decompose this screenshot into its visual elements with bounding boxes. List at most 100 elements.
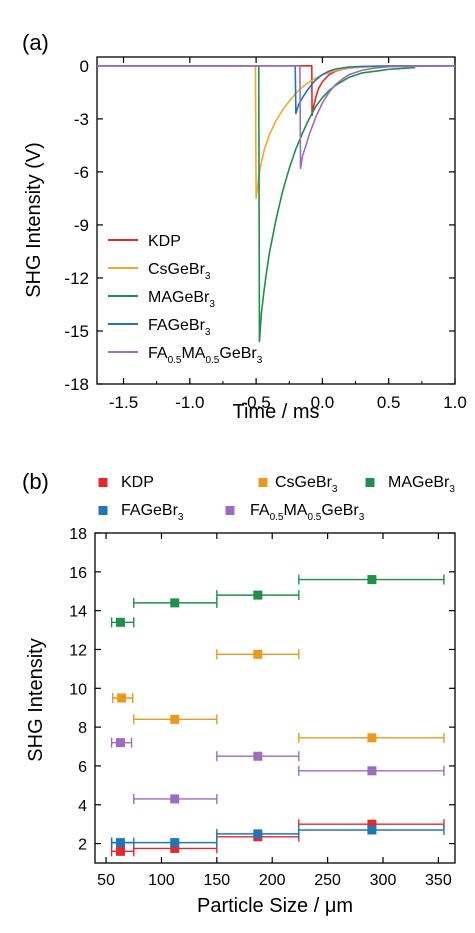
panel-b-data-point: [367, 575, 377, 585]
panel-b-data-point: [367, 733, 377, 743]
panel-a-legend-label-part: MAGeBr: [148, 289, 210, 306]
panel-b-y-tick-label: 6: [78, 759, 87, 776]
panel-b-y-tick-label: 4: [78, 798, 87, 815]
panel-a-ticks: -1.5 -1.0 -0.5 0.0 0.5 1.0 0 -3 -6 -9 -12 -15 -18: [64, 57, 466, 412]
panel-b-y-axis-label: SHG Intensity: [25, 638, 47, 761]
panel-a-plot-frame: [96, 56, 456, 385]
panel-a-x-tick-label: 1.0: [443, 393, 467, 412]
panel-a: (a) -1.5 -1.0 -0.5 0.0 0.5 1.00-3-6-9-12-15-1…: [22, 30, 467, 423]
panel-a-label: (a): [22, 30, 49, 55]
panel-b-legend-label: CsGeBr3: [275, 474, 338, 495]
panel-b-legend-swatch: [225, 506, 235, 515]
panel-a-y-tick-label: -18: [64, 375, 89, 394]
panel-b-legend-label-part: 3: [332, 484, 338, 495]
panel-b-x-axis-label: Particle Size / μm: [197, 895, 353, 917]
panel-b-legend-label-part: FAGeBr: [121, 502, 179, 519]
panel-b-legend-label: KDP: [121, 474, 154, 491]
panel-b-legend-label-part: 0.5: [270, 512, 284, 523]
panel-b-data-point: [367, 825, 377, 835]
panel-b-y-tick-label: 16: [69, 565, 87, 582]
panel-b-data-point: [170, 714, 180, 724]
panel-b-y-tick-label: 8: [78, 720, 87, 737]
panel-b-legend-label-part: 0.5: [307, 512, 321, 523]
panel-a-legend-label-part: FA: [148, 345, 168, 362]
panel-b-legend-label-part: FA: [250, 502, 270, 519]
panel-a-legend-label-part: GeBr: [219, 345, 257, 362]
panel-b-legend-swatch: [258, 478, 268, 487]
panel-a-legend-label-part: 0.5: [205, 355, 219, 366]
panel-a-legend-label-part: 0.5: [168, 355, 182, 366]
panel-b-data-point: [170, 794, 180, 804]
panel-b-x-axis-label-part: m: [336, 895, 353, 917]
panel-a-legend-label-part: FAGeBr: [148, 317, 206, 334]
panel-b-y-tick-label: 18: [69, 526, 87, 543]
panel-a-legend-label-part: CsGeBr: [148, 261, 206, 278]
panel-b-data-point: [115, 738, 125, 748]
panel-a-y-tick-label: -9: [74, 216, 89, 235]
panel-a-legend-label-part: KDP: [148, 233, 181, 250]
panel-b-legend-label: FAGeBr3: [121, 502, 184, 523]
panel-b-x-tick-label: 300: [370, 872, 397, 889]
panel-a-legend-label-part: 3: [205, 327, 211, 338]
panel-b-x-tick-label: 50: [97, 872, 115, 889]
panel-a-x-axis-label: Time / ms: [232, 401, 319, 423]
panel-b-legend-label-part: 3: [449, 484, 455, 495]
panel-b-data-point: [115, 617, 125, 627]
panel-b-data-point: [170, 598, 180, 608]
panel-a-legend-label: MAGeBr3: [148, 289, 215, 310]
panel-b-legend-swatch: [365, 478, 375, 487]
panel-b-legend-label: MAGeBr3: [388, 474, 455, 495]
panel-a-series-line: [97, 65, 456, 117]
panel-a-series-line: [97, 65, 456, 200]
panel-b-legend-swatch: [98, 506, 108, 515]
panel-b-x-tick-label: 250: [314, 872, 341, 889]
panel-a-y-tick-label: -6: [74, 163, 89, 182]
panel-b-y-tick-label: 2: [78, 837, 87, 854]
panel-a-legend-label: KDP: [148, 233, 181, 250]
panel-a-legend-label: FA0.5MA0.5GeBr3: [148, 345, 263, 366]
panel-a-x-tick-label: -1.5: [109, 393, 138, 412]
panel-a-series-line: [97, 65, 456, 170]
panel-a-y-tick-label: -15: [64, 322, 89, 341]
panel-a-x-tick-label: 0.0: [311, 393, 335, 412]
panel-b-legend-label-part: KDP: [121, 474, 154, 491]
panel-b-plot-frame: [94, 532, 456, 864]
panel-b-legend-label-part: MA: [283, 502, 307, 519]
panel-b-legend-label-part: CsGeBr: [275, 474, 333, 491]
panel-a-legend-label-part: MA: [181, 345, 205, 362]
panel-a-series-line: [97, 65, 456, 115]
panel-b-label: (b): [22, 469, 49, 494]
panel-a-y-axis-label: SHG Intensity (V): [23, 142, 45, 298]
panel-b-data-point: [253, 590, 263, 600]
panel-a-y-tick-label: -3: [74, 110, 89, 129]
panel-b-legend-label-part: 3: [359, 512, 365, 523]
panel-a-series-line: [97, 65, 416, 343]
panel-b-data-point: [253, 649, 263, 659]
panel-b-x-tick-label: 200: [259, 872, 286, 889]
panel-b-legend-label-part: MAGeBr: [388, 474, 450, 491]
panel-b-data-point: [170, 838, 180, 848]
panel-b-y-tick-label: 12: [69, 642, 87, 659]
panel-b-x-tick-label: 150: [203, 872, 230, 889]
panel-b-data-point: [115, 846, 125, 856]
panel-b-y-tick-label: 10: [69, 681, 87, 698]
panel-b-x-axis-label-part: μ: [325, 895, 337, 917]
panel-b-series: [110, 574, 445, 857]
panel-b-data-point: [253, 751, 263, 761]
panel-a-legend-label-part: 3: [257, 355, 263, 366]
panel-a-x-tick-label: -0.5: [241, 393, 270, 412]
panel-b-data-point: [170, 843, 180, 853]
panel-b-legend-label-part: 3: [178, 512, 184, 523]
panel-b-data-point: [367, 766, 377, 776]
panel-b-x-tick-label: 100: [148, 872, 175, 889]
panel-b-data-point: [117, 693, 127, 703]
panel-a-legend-label-part: 3: [205, 271, 211, 282]
panel-b-data-point: [367, 819, 377, 829]
panel-b-y-tick-label: 14: [69, 604, 87, 621]
panel-b-data-point: [253, 829, 263, 839]
panel-b-ticks: 50 100 150 200 250 300 350 2 4 6 8 10 12 14 16 18: [69, 526, 455, 889]
